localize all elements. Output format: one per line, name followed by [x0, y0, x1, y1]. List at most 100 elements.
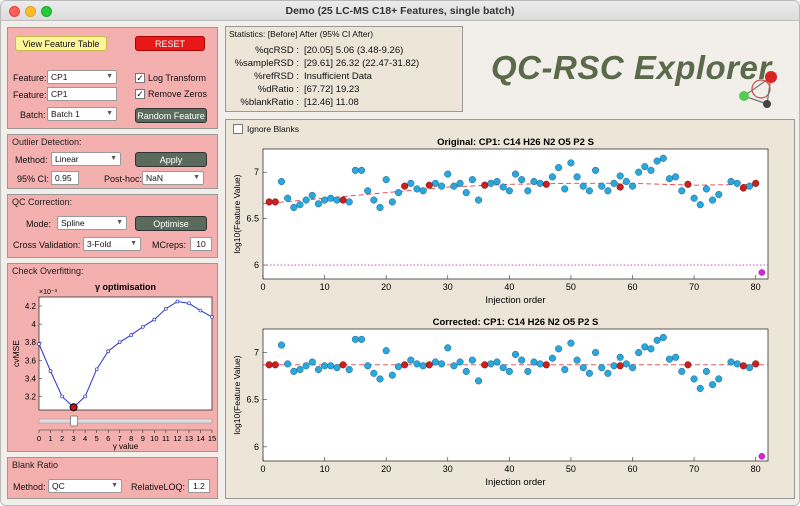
sample-point — [715, 375, 723, 383]
blank-point — [758, 269, 766, 276]
x-tick-label: 8 — [129, 434, 133, 443]
minimize-window-button[interactable] — [25, 6, 36, 17]
sample-point — [413, 360, 421, 368]
sample-point — [555, 345, 563, 353]
qc-point — [542, 180, 550, 188]
sample-point — [444, 170, 452, 178]
x-tick-label: 10 — [320, 282, 330, 292]
sample-point — [333, 196, 341, 204]
cvmse-point — [187, 301, 191, 306]
view-feature-table-button[interactable]: View Feature Table — [15, 36, 107, 51]
sample-point — [462, 189, 470, 197]
sample-point — [672, 173, 680, 181]
posthoc-select[interactable]: NaN — [142, 171, 204, 185]
qc-point — [481, 181, 489, 189]
cvmse-point — [210, 315, 214, 319]
x-tick-label: 9 — [141, 434, 145, 443]
gamma-slider-handle[interactable] — [70, 415, 78, 427]
sample-point — [672, 353, 680, 361]
mcreps-field[interactable]: 10 — [190, 237, 212, 251]
qc-point — [401, 182, 409, 190]
gamma-optimisation-chart: γ optimisation ×10⁻³ 3.2 3.4 3.6 3.8 4 4.2 cvMSE… — [11, 282, 216, 451]
sample-point — [345, 198, 353, 206]
reset-button[interactable]: RESET — [135, 36, 205, 51]
sample-point — [518, 356, 526, 364]
relative-loq-field[interactable]: 1.2 — [188, 479, 210, 493]
qc-point — [739, 362, 747, 370]
stat-value: [12.46] 11.08 — [304, 97, 359, 108]
sample-point — [388, 371, 396, 379]
sample-point — [327, 194, 335, 202]
sample-point — [284, 360, 292, 368]
plot-area — [262, 148, 769, 280]
x-tick-label: 80 — [751, 464, 761, 474]
sample-point — [511, 170, 520, 178]
sample-point — [376, 203, 384, 212]
y-tick-label: 4.2 — [25, 302, 37, 311]
outlier-method-select[interactable]: Linear — [51, 152, 121, 166]
sample-point — [456, 179, 464, 187]
sample-point — [382, 176, 390, 184]
stat-value: [29.61] 26.32 (22.47-31.82) — [304, 58, 420, 69]
x-tick-label: 80 — [751, 282, 761, 292]
original-feature-plot: Original: CP1: C14 H26 N2 O5 P2 S66.570 1… — [232, 137, 769, 306]
sample-point — [561, 365, 569, 374]
random-feature-button[interactable]: Random Feature — [135, 108, 207, 123]
sample-point — [536, 179, 544, 187]
ignore-blanks-checkbox[interactable] — [233, 124, 243, 134]
plots-panel: Ignore Blanks Original: CP1: C14 H26 N2 … — [225, 119, 795, 499]
sample-point — [573, 173, 581, 181]
remove-zeros-checkbox[interactable]: ✓ — [135, 89, 145, 99]
mode-select[interactable]: Spline — [57, 216, 127, 230]
qc-point — [265, 198, 273, 206]
cvmse-point — [129, 333, 134, 337]
sample-point — [702, 185, 710, 193]
feature-text-field[interactable]: CP1 — [47, 87, 117, 101]
sample-point — [456, 358, 464, 366]
sample-point — [444, 344, 452, 352]
sample-point — [518, 176, 526, 184]
sample-point — [327, 362, 335, 370]
stat-key: %refRSD : — [254, 71, 299, 82]
sample-point — [647, 345, 655, 353]
posthoc-label: Post-hoc: — [104, 174, 143, 184]
x-tick-label: 13 — [185, 434, 193, 443]
cv-select[interactable]: 3-Fold — [83, 237, 141, 251]
outlier-panel-title: Outlier Detection: — [12, 137, 82, 147]
overfit-panel-title: Check Overfitting: — [12, 266, 84, 276]
optimise-button[interactable]: Optimise — [135, 216, 207, 231]
apply-button[interactable]: Apply — [135, 152, 207, 167]
batch-select[interactable]: Batch 1 — [47, 107, 117, 121]
cvmse-point — [175, 299, 180, 304]
sample-point — [505, 187, 513, 195]
log-transform-checkbox[interactable]: ✓ — [135, 73, 145, 83]
ignore-blanks-label: Ignore Blanks — [247, 124, 299, 134]
sample-point — [616, 353, 624, 361]
mode-label: Mode: — [26, 219, 52, 229]
sample-point — [530, 358, 538, 366]
sample-point — [530, 177, 538, 186]
sample-point — [709, 196, 717, 204]
sample-point — [647, 166, 655, 174]
ci-field[interactable]: 0.95 — [51, 171, 79, 185]
sample-point — [598, 182, 606, 190]
qc-point — [271, 198, 279, 206]
qc-point — [401, 361, 409, 369]
blank-method-select[interactable]: QC — [48, 479, 122, 493]
sample-point — [450, 182, 458, 190]
zoom-window-button[interactable] — [41, 6, 52, 17]
stat-key: %blankRatio : — [240, 97, 299, 108]
close-window-button[interactable] — [9, 6, 20, 17]
y-tick-label: 6 — [254, 442, 259, 452]
sample-point — [407, 179, 415, 187]
sample-point — [702, 367, 710, 375]
sample-point — [474, 196, 483, 204]
cvmse-point — [60, 394, 64, 399]
x-tick-label: 6 — [106, 434, 110, 443]
feature-select[interactable]: CP1 — [47, 70, 117, 84]
y-tick-label: 3.8 — [25, 338, 37, 347]
x-tick-label: 70 — [689, 464, 699, 474]
sample-point — [653, 336, 661, 344]
feature-text-label: Feature: — [13, 90, 47, 100]
ci-label: 95% CI: — [17, 174, 50, 184]
